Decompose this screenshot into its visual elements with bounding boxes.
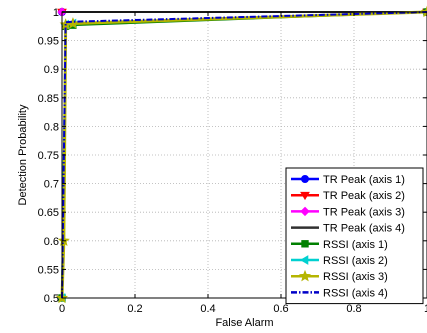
legend-label: TR Peak (axis 1) — [323, 174, 405, 186]
x-tick-label: 1 — [424, 303, 427, 315]
legend-entry: RSSI (axis 1) — [291, 239, 388, 251]
x-tick-label: 0.2 — [127, 303, 142, 315]
y-tick-label: 0.5 — [44, 293, 59, 305]
legend-marker — [300, 206, 310, 217]
legend-label: TR Peak (axis 4) — [323, 223, 405, 235]
legend-entry: TR Peak (axis 3) — [291, 206, 405, 218]
legend-entry: RSSI (axis 2) — [291, 255, 388, 267]
legend-label: RSSI (axis 3) — [323, 271, 388, 283]
legend-marker — [301, 240, 309, 248]
y-tick-label: 0.65 — [38, 207, 59, 219]
legend-marker — [301, 175, 309, 183]
tick-layer: 0 0.2 0.4 0.6 0.8 1 0.5 0.55 0.6 0.65 0.7 0.75 0.8 0.… — [38, 7, 427, 315]
x-tick-label: 0 — [59, 303, 65, 315]
x-tick-label: 0.8 — [346, 303, 361, 315]
y-tick-label: 0.55 — [38, 264, 59, 276]
y-tick-label: 0.9 — [44, 64, 59, 76]
legend-label: RSSI (axis 1) — [323, 239, 388, 251]
legend-box — [285, 167, 424, 305]
legend-label: RSSI (axis 2) — [323, 255, 388, 267]
legend-entry: RSSI (axis 4) — [291, 287, 388, 299]
y-tick-label: 0.6 — [44, 236, 59, 248]
legend-marker — [300, 255, 309, 265]
legend-entry: TR Peak (axis 1) — [291, 174, 405, 186]
series-line — [61, 11, 427, 299]
grid-layer — [62, 12, 427, 298]
legend-entry: RSSI (axis 3) — [291, 269, 388, 283]
y-tick-label: 0.85 — [38, 93, 59, 105]
legend-label: TR Peak (axis 2) — [323, 190, 405, 202]
y-tick-label: 0.95 — [38, 36, 59, 48]
legend-marker — [298, 269, 312, 282]
y-tick-label: 1 — [53, 7, 59, 19]
y-tick-label: 0.8 — [44, 121, 59, 133]
legend-label: RSSI (axis 4) — [323, 287, 388, 299]
x-axis-label: False Alarm — [215, 317, 273, 329]
x-tick-label: 0.6 — [273, 303, 288, 315]
legend-marker — [300, 191, 310, 201]
legend-entry: TR Peak (axis 2) — [291, 190, 405, 202]
y-tick-label: 0.75 — [38, 150, 59, 162]
y-tick-label: 0.7 — [44, 179, 59, 191]
y-axis-label: Detection Probability — [17, 104, 29, 205]
legend-entry: TR Peak (axis 4) — [291, 223, 405, 235]
series-8 — [61, 11, 427, 299]
legend-label: TR Peak (axis 3) — [323, 206, 405, 218]
legend: TR Peak (axis 1) TR Peak (axis 2) TR Peak … — [285, 167, 424, 305]
x-tick-label: 0.4 — [200, 303, 215, 315]
